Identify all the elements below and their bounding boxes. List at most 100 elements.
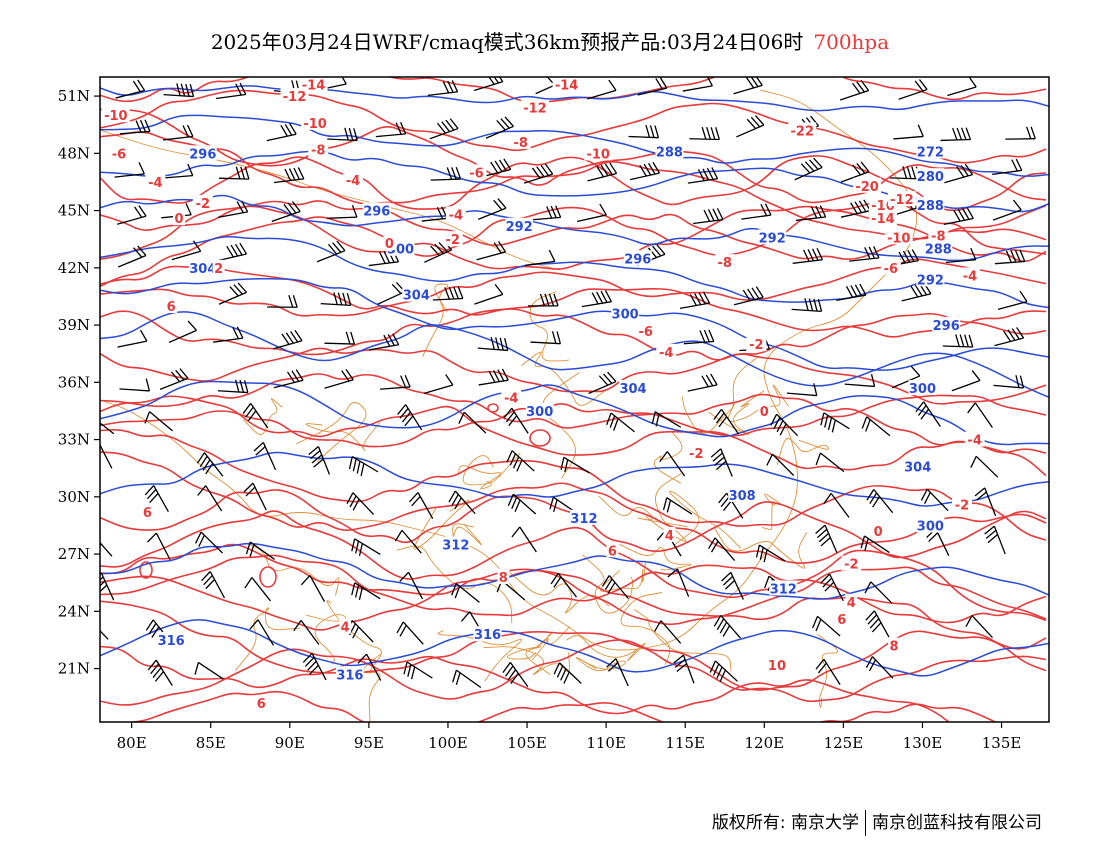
- wind-barb: [201, 571, 226, 599]
- wind-barb: [253, 441, 277, 471]
- temperature-contour-label: -12: [523, 102, 547, 117]
- wind-barb: [523, 163, 554, 184]
- temperature-isoline: [100, 373, 1047, 454]
- height-contour-label-bg: [157, 631, 186, 647]
- wind-barb: [755, 544, 786, 563]
- height-contour-label-bg: [623, 250, 652, 266]
- temperature-contour-label-bg: [872, 523, 885, 539]
- temperature-contour-label: -2: [844, 558, 858, 573]
- temperature-contour-label-bg: [788, 122, 817, 138]
- temperature-contour-label: 4: [847, 596, 856, 611]
- temperature-contour-label-bg: [887, 637, 900, 653]
- province-border: [452, 523, 482, 546]
- wind-barb: [144, 485, 169, 513]
- wind-barb: [792, 248, 824, 264]
- wind-barb: [217, 242, 248, 262]
- province-border: [542, 372, 580, 479]
- temperature-contour-label-bg: [656, 343, 677, 359]
- lat-tick-label: 27N: [58, 545, 90, 563]
- province-border: [242, 398, 283, 435]
- wind-barb: [733, 77, 763, 95]
- wind-barb: [432, 286, 464, 301]
- wind-barb: [168, 320, 197, 344]
- temperature-isoline: [100, 347, 1047, 405]
- temperature-contour-label-bg: [880, 259, 901, 275]
- wind-barb: [511, 526, 537, 553]
- wind-barb: [213, 326, 244, 343]
- wind-barb: [815, 658, 841, 685]
- temperature-contour-label-bg: [343, 172, 364, 188]
- height-contour-label: 304: [403, 289, 430, 304]
- temperature-contour-label: -4: [504, 392, 518, 407]
- temperature-contour-label-bg: [497, 568, 510, 584]
- height-contour-label: 316: [158, 634, 185, 649]
- wind-barb: [653, 620, 682, 644]
- province-border: [669, 490, 742, 549]
- temperature-contour-label: -8: [311, 144, 325, 159]
- wind-barb: [997, 290, 1028, 311]
- wind-barb: [820, 573, 844, 602]
- height-isoline: [100, 114, 1049, 177]
- height-isoline: [100, 150, 1049, 213]
- wind-barb: [967, 402, 993, 428]
- wind-barb: [218, 166, 250, 180]
- wind-barb: [273, 369, 304, 389]
- lon-tick-label: 100E: [428, 734, 468, 752]
- wind-barb: [266, 123, 297, 142]
- temperature-contour-label: -8: [931, 229, 945, 244]
- wind-barb: [630, 161, 661, 181]
- temperature-isoline: [100, 395, 1047, 477]
- wind-barb: [839, 80, 870, 101]
- wind-barb: [530, 331, 562, 345]
- lon-tick-label: 125E: [824, 734, 864, 752]
- height-isoline: [100, 542, 1049, 600]
- wind-barb: [812, 615, 841, 637]
- wind-barb: [815, 524, 838, 553]
- wind-barb: [119, 378, 151, 392]
- lat-tick-label: 24N: [58, 602, 90, 620]
- province-border: [245, 542, 340, 596]
- temperature-contour-label-bg: [299, 77, 328, 92]
- wind-barb: [823, 493, 850, 518]
- height-contour-label-bg: [188, 259, 217, 275]
- height-contour-label: 300: [909, 382, 936, 397]
- wind-barb: [553, 662, 582, 684]
- province-border: [509, 571, 610, 614]
- temperature-contour-label: -4: [346, 174, 360, 189]
- height-contour-label: 312: [570, 512, 597, 527]
- lat-tick-label: 21N: [58, 660, 90, 678]
- temperature-cell: [529, 429, 551, 447]
- temperature-contour-label-bg: [853, 177, 882, 193]
- height-contour-label-bg: [903, 458, 932, 474]
- wind-barb: [673, 654, 695, 684]
- wind-barb: [474, 283, 504, 305]
- temperature-contour-label-bg: [552, 77, 581, 92]
- wind-barb: [271, 201, 301, 222]
- lat-tick-label: 30N: [58, 488, 90, 506]
- temperature-isoline: [100, 89, 1047, 164]
- temperature-isoline: [100, 543, 1047, 650]
- temperature-contour-label: 4: [665, 529, 674, 544]
- temperature-contour-label: 10: [768, 659, 786, 674]
- temperature-contour-label-bg: [520, 99, 549, 115]
- wind-barb: [709, 660, 738, 682]
- wind-barb: [427, 80, 459, 97]
- temperature-contour-label: -2: [955, 498, 969, 513]
- wind-barb: [587, 162, 618, 182]
- height-contour-label: 312: [770, 582, 797, 597]
- temperature-contour-label: -4: [967, 434, 981, 449]
- temperature-contour-label: -12: [890, 193, 914, 208]
- wind-barb: [300, 575, 326, 602]
- province-border: [531, 626, 570, 661]
- wind-barb: [477, 198, 507, 220]
- wind-barb: [502, 661, 529, 688]
- height-contour-label-bg: [525, 402, 554, 418]
- copyright-footer: 版权所有: 南京大学 南京创蓝科技有限公司: [712, 808, 1042, 836]
- temperature-contour-label: -12: [283, 90, 307, 105]
- wind-barb: [736, 115, 765, 138]
- temperature-contour-label-bg: [280, 88, 309, 104]
- height-contours: [100, 85, 1049, 677]
- wind-barb: [947, 77, 977, 97]
- province-border: [581, 554, 633, 614]
- wind-barb: [942, 334, 974, 348]
